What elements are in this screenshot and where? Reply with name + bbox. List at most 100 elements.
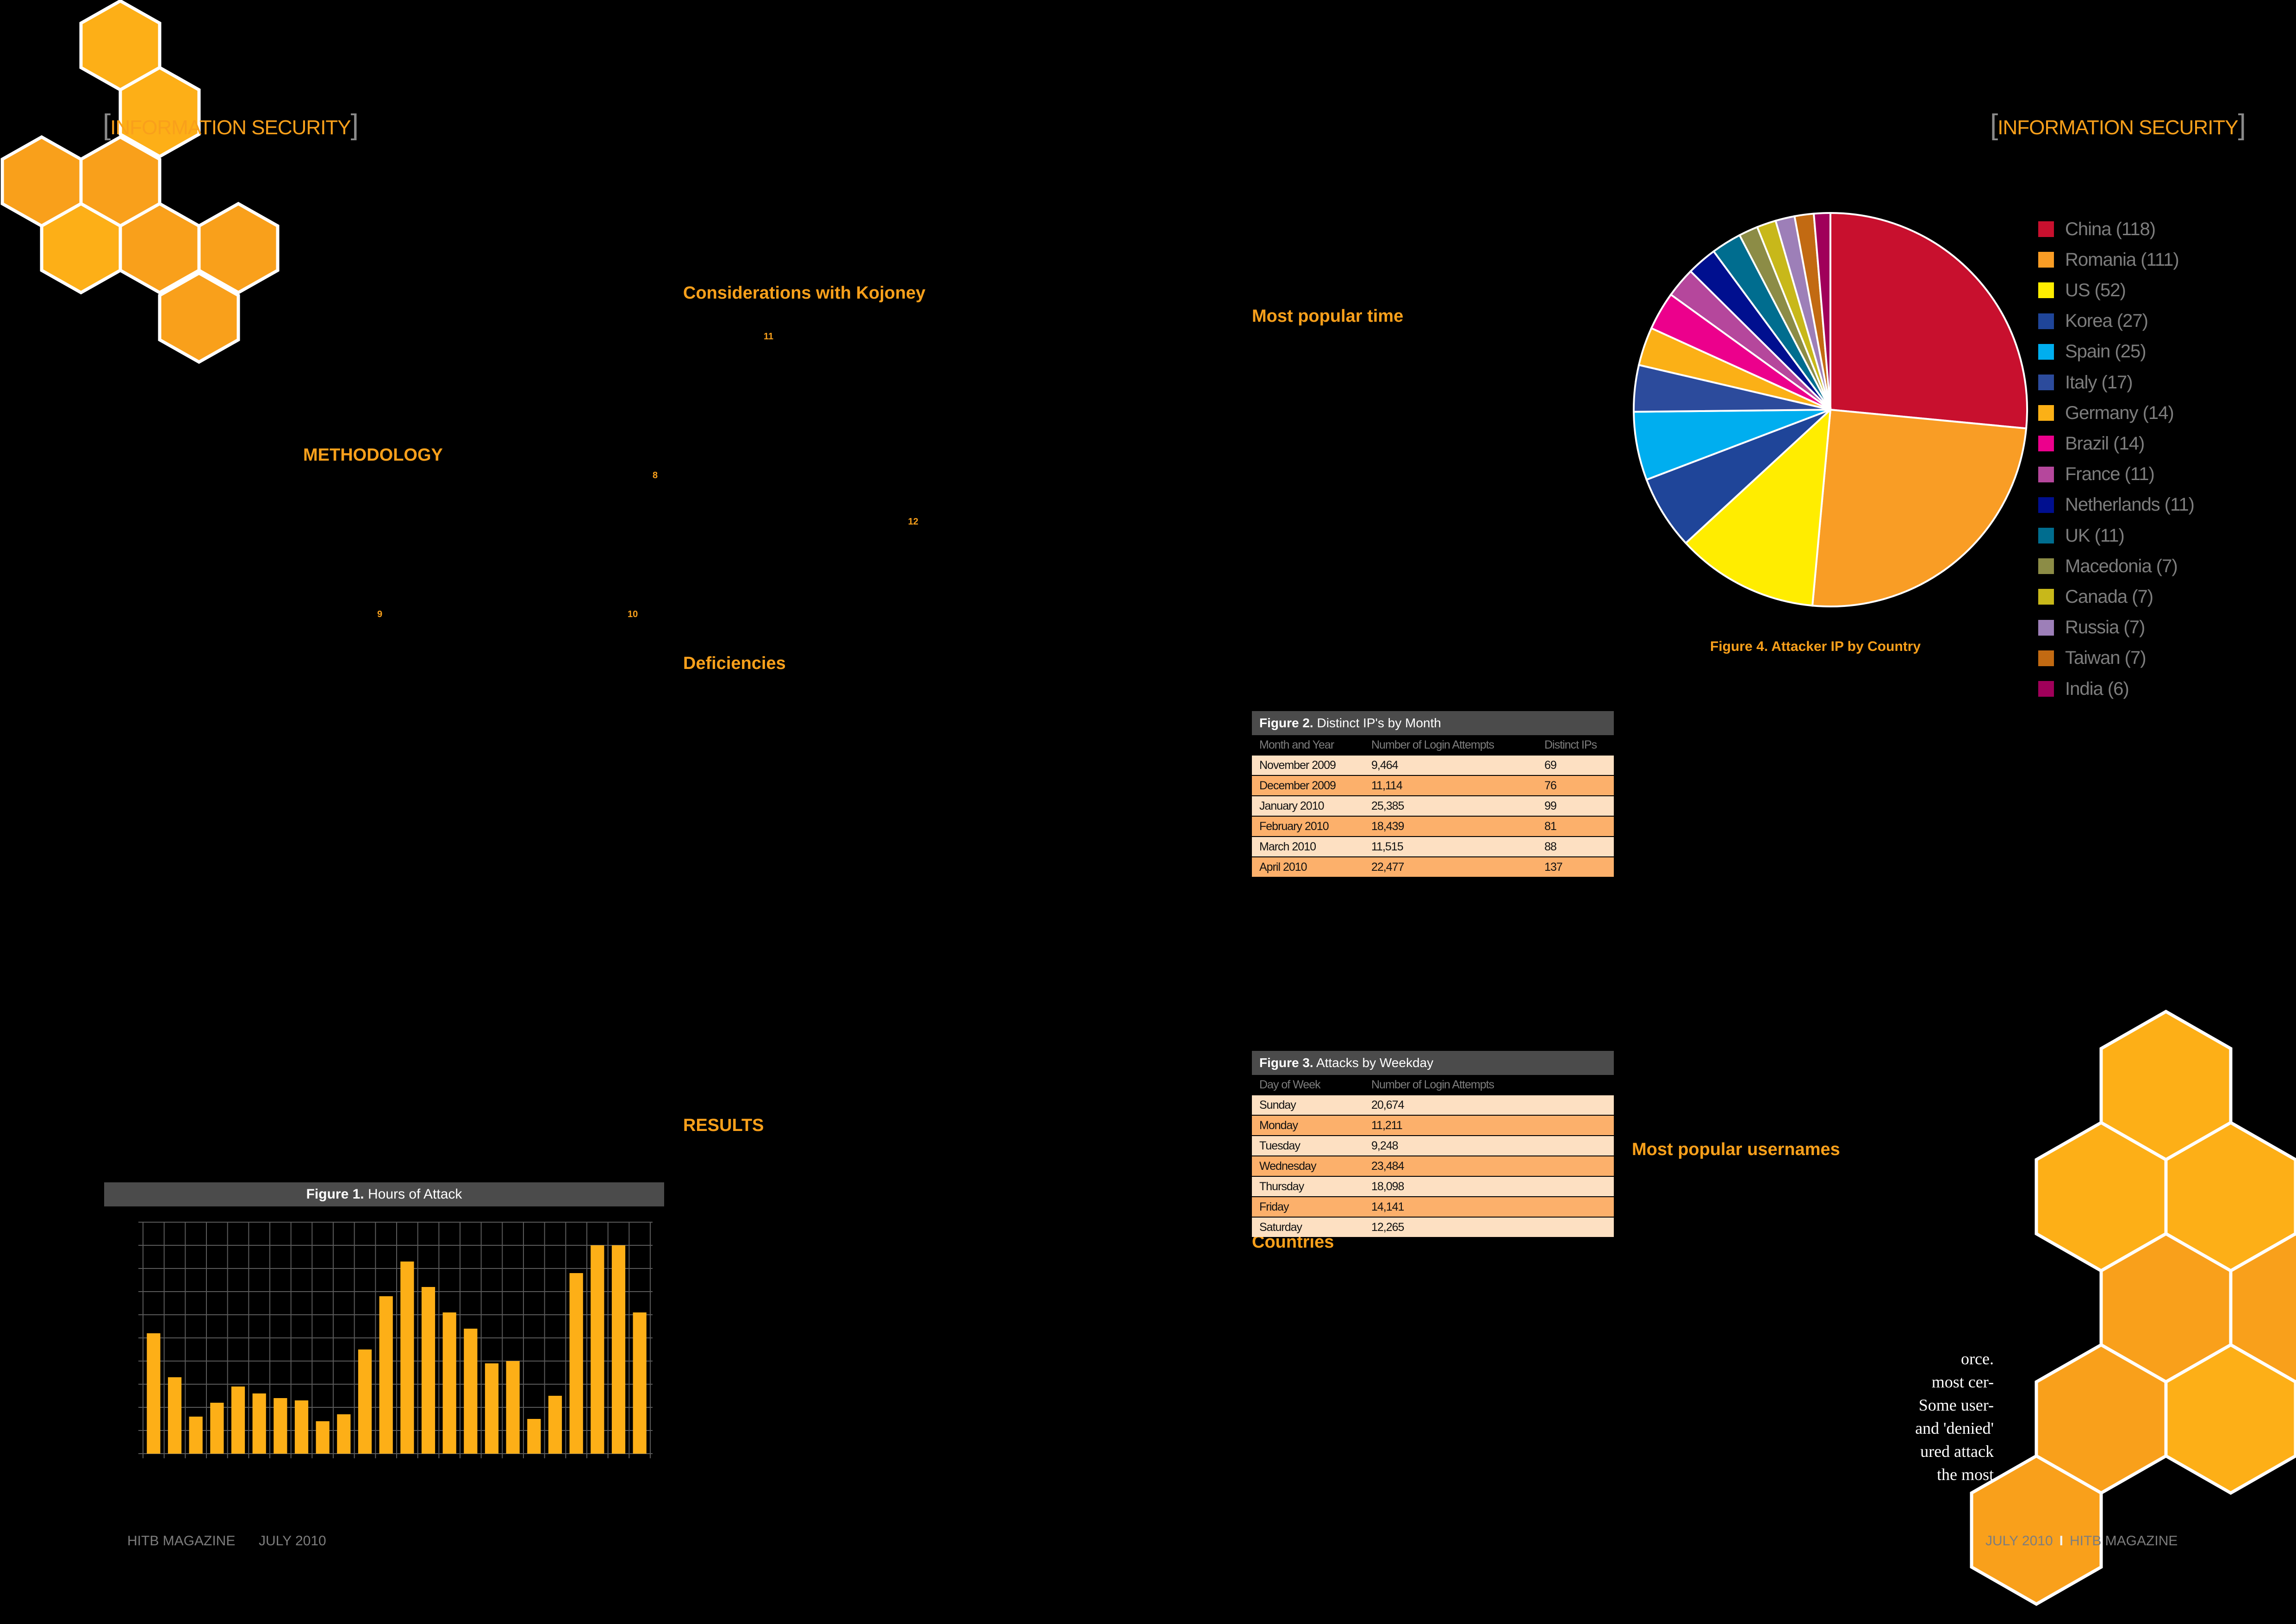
pie-slice: [1684, 407, 1832, 607]
running-head-right: [INFORMATION SECURITY]: [1990, 108, 2246, 141]
table-row: January 2010 25,385 99: [1252, 795, 1614, 816]
legend-swatch: [2038, 436, 2054, 452]
legend-item: Romania (111): [2038, 246, 2179, 274]
legend-label: Italy (17): [2065, 372, 2133, 393]
legend-item: Brazil (14): [2038, 430, 2145, 457]
table-cell: 81: [1544, 820, 1557, 833]
table-cell: Tuesday: [1259, 1139, 1300, 1152]
table-cell: 12,265: [1371, 1221, 1404, 1234]
footer-separator: I: [2059, 1533, 2064, 1549]
bar: [168, 1377, 182, 1454]
figure4-legend: China (118) Romania (111) US (52) Korea (27…: [2038, 215, 2233, 715]
table-row: Thursday 18,098: [1252, 1176, 1614, 1196]
hexagon: [1970, 1454, 2103, 1606]
bar: [421, 1287, 436, 1454]
table-row: Friday 14,141: [1252, 1196, 1614, 1217]
legend-item: Macedonia (7): [2038, 552, 2178, 580]
legend-swatch: [2038, 589, 2054, 605]
legend-swatch: [2038, 282, 2054, 299]
bar: [400, 1262, 414, 1454]
table-cell: 18,098: [1371, 1180, 1404, 1193]
legend-label: UK (11): [2065, 525, 2125, 546]
footnote-marker: 10: [628, 609, 638, 619]
legend-label: Korea (27): [2065, 311, 2148, 331]
footer-date: JULY 2010: [1985, 1533, 2053, 1549]
footnote-marker: 8: [653, 470, 658, 481]
table-cell: 137: [1544, 861, 1563, 874]
heading-considerations: Considerations with Kojoney: [683, 283, 926, 303]
bar: [189, 1417, 203, 1454]
table-cell: 9,464: [1371, 759, 1399, 772]
running-head-left: [INFORMATION SECURITY]: [103, 108, 359, 141]
table-cell: 69: [1544, 759, 1557, 772]
legend-swatch: [2038, 344, 2054, 360]
bar: [147, 1333, 161, 1454]
table-row: Sunday 20,674: [1252, 1094, 1614, 1115]
figure1-title-bar: Figure 1. Hours of Attack: [104, 1182, 664, 1206]
heading-deficiencies: Deficiencies: [683, 654, 786, 673]
footnote-marker: 11: [764, 331, 774, 342]
bar: [548, 1396, 562, 1454]
legend-label: Brazil (14): [2065, 433, 2145, 454]
honeycomb-left-decoration: [0, 0, 280, 364]
legend-item: Italy (17): [2038, 369, 2133, 396]
table-cell: 11,211: [1371, 1119, 1403, 1132]
table-row: Wednesday 23,484: [1252, 1156, 1614, 1176]
footer-right: JULY 2010 I HITB MAGAZINE: [1985, 1533, 2178, 1549]
partial-body-text: orce. most cer- Some user- and 'denied' …: [1901, 1347, 1994, 1486]
bar: [252, 1393, 266, 1454]
table-cell: March 2010: [1259, 840, 1316, 853]
hexagon: [2164, 1343, 2296, 1495]
text-line: orce.: [1961, 1349, 1994, 1368]
table-cell: Monday: [1259, 1119, 1298, 1132]
bracket-close: ]: [2238, 109, 2246, 141]
legend-item: Russia (7): [2038, 614, 2145, 642]
bar: [611, 1245, 626, 1454]
legend-swatch: [2038, 252, 2054, 268]
table-cell: April 2010: [1259, 861, 1307, 874]
column-header: Day of Week: [1259, 1078, 1321, 1091]
figure3-title: Attacks by Weekday: [1316, 1056, 1434, 1070]
figure2-label: Figure 2.: [1259, 716, 1313, 730]
bar: [316, 1421, 330, 1454]
legend-item: Netherlands (11): [2038, 491, 2195, 519]
bar: [337, 1414, 351, 1454]
bar: [442, 1312, 456, 1454]
figure1: Figure 1. Hours of Attack: [104, 1182, 664, 1206]
figure4-caption: Figure 4. Attacker IP by Country: [1710, 639, 1921, 654]
bar: [210, 1403, 224, 1454]
legend-swatch: [2038, 528, 2054, 543]
table-cell: Wednesday: [1259, 1160, 1317, 1173]
bar: [358, 1349, 372, 1454]
footnote-marker: 9: [377, 609, 383, 619]
figure1-label: Figure 1.: [306, 1187, 364, 1202]
figure1-title: Hours of Attack: [367, 1187, 462, 1202]
table-cell: 22,477: [1371, 861, 1404, 874]
legend-label: Spain (25): [2065, 341, 2147, 362]
table-cell: 99: [1544, 800, 1557, 812]
legend-label: Russia (7): [2065, 617, 2145, 638]
table-cell: December 2009: [1259, 779, 1336, 792]
bracket-open: [: [103, 109, 111, 141]
legend-item: Taiwan (7): [2038, 644, 2147, 672]
legend-item: US (52): [2038, 276, 2126, 304]
legend-swatch: [2038, 375, 2054, 390]
legend-swatch: [2038, 466, 2054, 482]
legend-swatch: [2038, 221, 2054, 237]
pie-slice: [1829, 212, 2028, 430]
figure2-title-bar: Figure 2. Distinct IP's by Month: [1252, 711, 1614, 735]
table-row: Monday 11,211: [1252, 1115, 1614, 1135]
table-cell: 88: [1544, 840, 1557, 853]
legend-label: Netherlands (11): [2065, 494, 2195, 515]
figure3-table: Figure 3. Attacks by Weekday Day of Week…: [1252, 1051, 1614, 1237]
figure1-bar-chart: [138, 1222, 653, 1458]
table-cell: 14,141: [1371, 1200, 1404, 1213]
footer-magazine: HITB MAGAZINE: [127, 1533, 236, 1549]
bar: [506, 1361, 520, 1454]
bar: [591, 1245, 604, 1454]
figure4-pie-chart: [1633, 212, 2028, 607]
column-header: Month and Year: [1259, 738, 1334, 751]
table-cell: 20,674: [1371, 1099, 1404, 1112]
bar: [527, 1419, 541, 1454]
gridlines: [138, 1222, 653, 1458]
